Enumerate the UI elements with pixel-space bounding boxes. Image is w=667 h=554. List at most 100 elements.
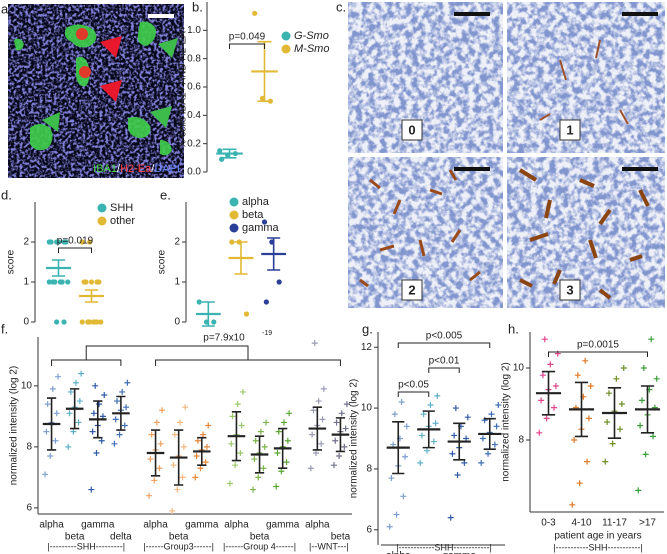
sig-bracket [397, 342, 491, 348]
arrow [100, 36, 122, 58]
sig-bracket [548, 351, 648, 357]
y-tick-label: 8 [518, 435, 524, 446]
arrow [42, 112, 60, 132]
score-box [401, 119, 423, 141]
panel-label: a. [1, 1, 12, 16]
point [491, 441, 498, 448]
stain-sep: / [117, 163, 121, 175]
point [92, 382, 99, 389]
point [96, 279, 102, 285]
y-axis-label: score [6, 249, 17, 274]
point [211, 319, 217, 325]
point [427, 402, 434, 409]
point [585, 415, 592, 422]
sig-label: p<0.05 [398, 380, 429, 391]
point [192, 474, 199, 481]
sig-label: p<0.005 [426, 331, 463, 342]
point [61, 319, 67, 325]
point [89, 428, 96, 435]
x-tick-label: alpha [386, 551, 411, 554]
x-axis-label: patient age in years [554, 531, 641, 542]
y-tick-label: 0.0 [187, 167, 201, 178]
point [70, 428, 77, 435]
x-tick-label: gamma [185, 520, 219, 531]
point [52, 437, 59, 444]
legend-label: SHH [110, 202, 133, 214]
score-box [559, 279, 581, 301]
group-label: |-----------SHH-----------| [553, 542, 643, 552]
sig-label: p<0.01 [429, 356, 460, 367]
sig-bracket [51, 345, 341, 366]
point [536, 429, 543, 436]
legend-marker [281, 44, 291, 54]
legend-label: G-Smo [294, 30, 329, 42]
point [552, 383, 559, 389]
point [635, 487, 642, 494]
point [318, 440, 325, 447]
x-tick-label: >17 [639, 518, 656, 529]
point [48, 239, 54, 245]
point [234, 401, 241, 408]
x-tick-label: 11-17 [602, 518, 627, 529]
x-tick-label: alpha [143, 520, 168, 531]
score-box [559, 119, 581, 141]
point [309, 431, 316, 438]
point [541, 336, 548, 343]
point [197, 465, 204, 472]
point [180, 443, 187, 450]
panel-label: c. [336, 0, 346, 14]
x-tick-label: delta [110, 532, 132, 543]
subgroup-label: |------Group3------| [143, 541, 214, 551]
point [286, 410, 293, 417]
panel-label: b. [192, 0, 203, 14]
scale-bar [454, 12, 490, 16]
point [44, 401, 51, 408]
y-tick-label: 2 [23, 237, 29, 248]
point [493, 423, 500, 430]
point [252, 437, 259, 444]
x-tick-label: gamma [81, 520, 115, 531]
point [114, 398, 121, 405]
point [111, 440, 118, 447]
point [478, 459, 485, 466]
point [174, 486, 181, 493]
point [42, 471, 49, 478]
point [124, 379, 131, 386]
x-tick-label: gamma [443, 551, 477, 554]
point [330, 462, 337, 469]
point [159, 407, 166, 414]
point [87, 239, 93, 245]
point [93, 449, 100, 456]
legend-marker [229, 210, 239, 220]
point [538, 397, 545, 404]
point [65, 443, 72, 450]
point [543, 415, 550, 422]
y-axis-label: score [157, 249, 168, 274]
point [342, 425, 349, 432]
point [148, 431, 155, 438]
y-tick-label: 0.4 [187, 110, 201, 121]
arrow [100, 80, 122, 102]
point [638, 397, 645, 404]
point [430, 438, 437, 445]
y-tick-label: 1 [174, 277, 180, 288]
point [255, 474, 262, 481]
point [169, 507, 176, 514]
point [200, 431, 207, 438]
point [263, 419, 270, 426]
point [217, 148, 223, 154]
point [79, 319, 85, 325]
subgroup-label: |------Group 4------| [223, 541, 296, 551]
point [582, 357, 589, 364]
point [146, 492, 153, 499]
stain: IBA1 [93, 163, 117, 175]
point [119, 388, 126, 395]
point [52, 279, 58, 285]
point [193, 453, 200, 460]
legend-marker [97, 216, 107, 226]
score-label: 0 [408, 122, 415, 137]
point [449, 450, 456, 457]
point [393, 511, 400, 518]
sig-label: p=0.0015 [577, 340, 619, 351]
